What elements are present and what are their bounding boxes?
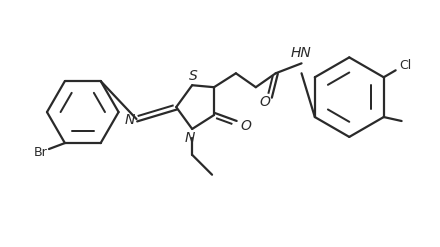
Text: N: N [125, 113, 136, 127]
Text: Cl: Cl [400, 59, 412, 72]
Text: Br: Br [34, 145, 48, 159]
Text: N: N [185, 131, 195, 145]
Text: HN: HN [290, 46, 311, 61]
Text: S: S [189, 69, 198, 83]
Text: O: O [259, 95, 270, 109]
Text: O: O [241, 119, 252, 133]
